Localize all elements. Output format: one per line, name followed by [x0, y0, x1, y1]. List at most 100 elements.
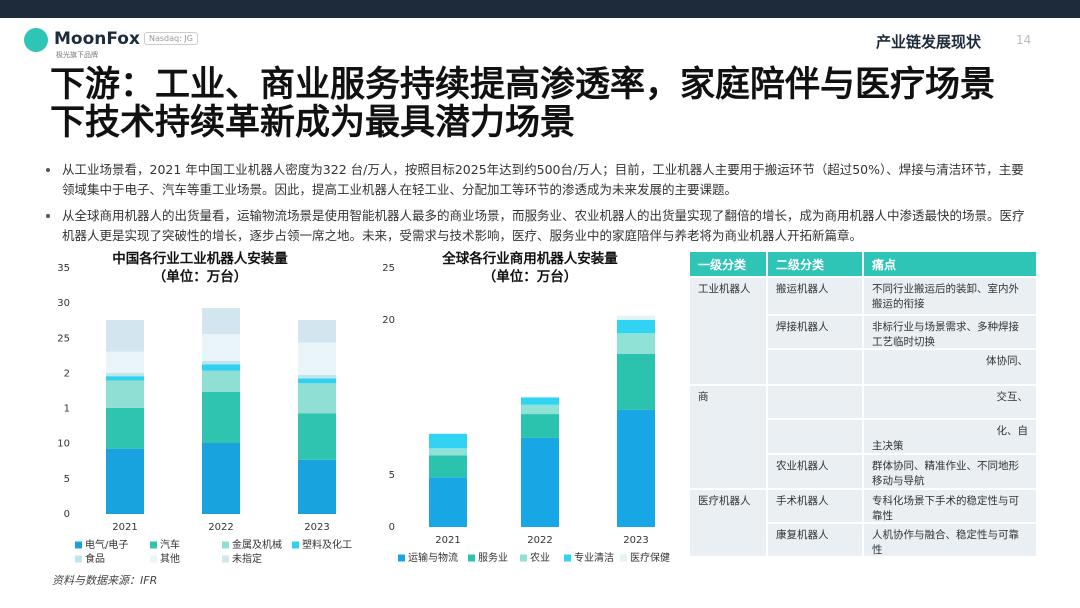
- cell-text: 群体协同、精准作业、不同地形移动与导航: [872, 460, 1019, 487]
- page-number: 14: [1016, 33, 1032, 47]
- legend-label: 运输与物流: [408, 551, 458, 564]
- x-tick-label: 2021: [435, 535, 460, 546]
- top-band: [0, 0, 1080, 18]
- bar-segment: [521, 396, 559, 398]
- bar-segment: [429, 477, 467, 527]
- bar-segment: [106, 376, 144, 381]
- y-tick-label: 35: [57, 263, 70, 274]
- bullet-text: 从工业场景看，2021 年中国工业机器人密度为322 台/万人，按照目标2025…: [62, 162, 1024, 197]
- legend-swatch: [150, 541, 157, 549]
- bar-segment: [429, 455, 467, 478]
- cell-text: 主决策: [872, 440, 904, 452]
- bar-segment: [298, 342, 336, 375]
- logo-icon: [24, 28, 48, 52]
- bar-segment: [521, 437, 559, 527]
- table-cell: 体协同、: [864, 350, 1038, 386]
- legend-label: 食品: [85, 552, 105, 565]
- x-tick-label: 2023: [304, 522, 329, 533]
- legend-swatch: [620, 554, 627, 562]
- bar-segment: [298, 413, 336, 460]
- y-tick-label: 5: [64, 474, 70, 485]
- table-cell: 焊接机器人: [768, 316, 864, 350]
- bar-segment: [429, 433, 467, 449]
- cell-text: 化、自: [996, 425, 1029, 437]
- legend-swatch: [398, 554, 405, 562]
- bar-segment: [298, 383, 336, 414]
- bar-segment: [298, 374, 336, 379]
- bullet: 从工业场景看，2021 年中国工业机器人密度为322 台/万人，按照目标2025…: [46, 160, 1036, 200]
- table-cell: 商: [690, 386, 768, 490]
- bullet-dot: [46, 168, 50, 172]
- table-header: 二级分类: [768, 252, 864, 278]
- table-header: 痛点: [864, 252, 1038, 278]
- y-tick-label: 1: [64, 404, 70, 415]
- bar-segment: [617, 319, 655, 334]
- bar-segment: [202, 308, 240, 335]
- legend-label: 塑料及化工: [302, 538, 352, 551]
- logo: MoonFox: [54, 29, 140, 49]
- legend-label: 其他: [160, 552, 180, 565]
- legend-label: 专业清洁: [574, 551, 614, 564]
- bar-segment: [298, 320, 336, 343]
- table-cell: [768, 420, 864, 455]
- cell-text: 专科化场景下手术的稳定性与可靠性: [872, 495, 1019, 522]
- table-cell: 手术机器人: [768, 490, 864, 524]
- legend-label: 金属及机械: [232, 538, 282, 551]
- chart-title: 中国各行业工业机器人安装量: [112, 250, 288, 267]
- bar-segment: [617, 333, 655, 354]
- cell-text: 交互、: [996, 391, 1029, 403]
- table-cell: 工业机器人: [690, 278, 768, 386]
- y-tick-label: 0: [389, 522, 395, 533]
- bar-segment: [106, 320, 144, 352]
- table-cell: 康复机器人: [768, 524, 864, 558]
- table-cell: 交互、: [864, 386, 1038, 420]
- table-cell: [768, 386, 864, 420]
- table-cell: 群体协同、精准作业、不同地形移动与导航: [864, 455, 1038, 490]
- table-cell: 人机协作与融合、稳定性与可靠性: [864, 524, 1038, 558]
- legend-swatch: [150, 555, 157, 563]
- y-tick-label: 20: [382, 315, 395, 326]
- bar-segment: [617, 353, 655, 410]
- table-cell: 非标行业与场景需求、多种焊接工艺临时切换: [864, 316, 1038, 350]
- bar-segment: [521, 397, 559, 405]
- y-tick-label: 30: [57, 298, 70, 309]
- cell-text: 体协同、: [986, 355, 1028, 367]
- bar-segment: [106, 380, 144, 408]
- chart-title: 全球各行业商用机器人安装量: [441, 250, 618, 267]
- bar-segment: [521, 404, 559, 415]
- legend-swatch: [222, 541, 229, 549]
- table-cell: 化、自主决策: [864, 420, 1038, 455]
- bar-segment: [202, 391, 240, 444]
- bar-segment: [617, 315, 655, 320]
- legend-label: 未指定: [232, 552, 262, 565]
- bar-segment: [521, 414, 559, 438]
- bar-segment: [202, 370, 240, 392]
- table-cell: [768, 350, 864, 386]
- x-tick-label: 2022: [527, 535, 552, 546]
- table-cell: 专科化场景下手术的稳定性与可靠性: [864, 490, 1038, 524]
- bar-segment: [202, 334, 240, 361]
- y-tick-label: 25: [382, 263, 395, 274]
- bullets: 从工业场景看，2021 年中国工业机器人密度为322 台/万人，按照目标2025…: [46, 160, 1036, 252]
- table-cell: 不同行业搬运后的装卸、室内外搬运的衔接: [864, 278, 1038, 316]
- chart-subtitle: （单位：万台）: [483, 268, 578, 285]
- bar-segment: [202, 443, 240, 514]
- bar-segment: [106, 407, 144, 449]
- legend-swatch: [292, 541, 299, 549]
- y-tick-label: 25: [57, 333, 70, 344]
- bar-segment: [298, 459, 336, 514]
- bar-segment: [202, 364, 240, 371]
- bullet: 从全球商用机器人的出货量看，运输物流场景是使用智能机器人最多的商业场景，而服务业…: [46, 206, 1036, 246]
- legend-label: 汽车: [160, 538, 180, 551]
- x-tick-label: 2023: [623, 535, 648, 546]
- section: 产业链发展现状: [876, 33, 982, 51]
- legend-label: 医疗保健: [630, 551, 670, 564]
- y-tick-label: 2: [64, 368, 70, 379]
- bar-segment: [429, 448, 467, 456]
- chart-subtitle: （单位：万台）: [153, 268, 248, 285]
- bullet-dot: [46, 214, 50, 218]
- y-tick-label: 0: [64, 509, 70, 520]
- legend-swatch: [468, 554, 475, 562]
